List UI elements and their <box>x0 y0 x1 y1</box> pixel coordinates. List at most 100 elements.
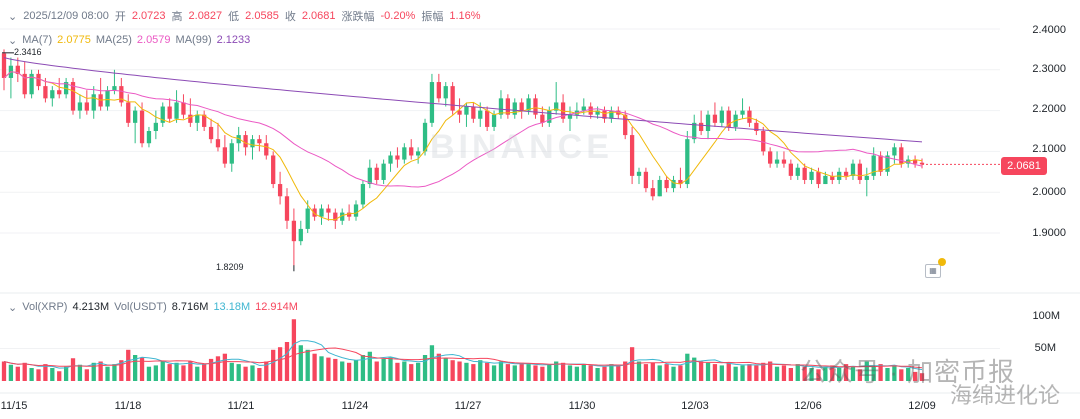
candle-body <box>133 110 138 123</box>
volume-bar <box>15 366 20 381</box>
vol-ma1-value: 13.18M <box>213 301 251 313</box>
ma99-line <box>3 57 923 143</box>
volume-bar <box>215 356 221 381</box>
current-price-tag: 2.0681 <box>1001 157 1047 175</box>
volume-bars <box>1 319 925 381</box>
candle-body <box>726 110 731 127</box>
candle-body <box>768 151 773 164</box>
candle-body <box>567 114 573 119</box>
candle-body <box>623 114 628 136</box>
ma-collapse-icon[interactable]: ⌄ <box>8 35 18 47</box>
volume-bar <box>36 369 41 381</box>
candle-body <box>809 171 814 180</box>
high-value: 2.0827 <box>188 10 223 22</box>
volume-bar <box>429 345 435 381</box>
volume-bar <box>346 362 352 381</box>
volume-bar <box>22 362 27 381</box>
candle-body <box>464 106 469 115</box>
x-tick: 11/30 <box>568 400 596 412</box>
ma7-label: MA(7) <box>22 34 53 46</box>
volume-bar <box>160 361 165 381</box>
candle-body <box>126 102 131 123</box>
volume-bar <box>236 364 241 381</box>
volume-bar <box>443 358 448 381</box>
high-marker-label: 2.3416 <box>14 47 42 57</box>
candle-body <box>36 73 41 87</box>
volume-bar <box>719 365 724 381</box>
volume-bar <box>153 365 158 381</box>
volume-bar <box>754 365 759 381</box>
volume-bar <box>491 365 497 381</box>
candle-body <box>705 114 711 131</box>
ma99-value: 2.1233 <box>216 34 251 46</box>
vol-collapse-icon[interactable]: ⌄ <box>8 302 18 314</box>
candle-body <box>29 73 34 95</box>
candle-body <box>864 175 869 180</box>
volume-bar <box>243 366 248 381</box>
candle-body <box>698 122 704 131</box>
candle-body <box>277 184 283 197</box>
volume-bar <box>208 358 214 381</box>
candle-body <box>340 212 345 221</box>
candle-body <box>222 147 228 164</box>
candle-body <box>892 147 897 156</box>
candle-body <box>422 122 428 152</box>
volume-bar <box>422 355 428 381</box>
volume-bar <box>712 364 718 381</box>
volume-bar <box>43 364 48 381</box>
grid-lines <box>0 28 1080 394</box>
candle-body <box>664 179 669 189</box>
volume-bar <box>747 364 752 381</box>
high-low-markers <box>2 52 295 272</box>
candle-body <box>291 220 297 242</box>
candle-body <box>153 122 158 131</box>
volume-bar <box>588 365 593 381</box>
volume-bar <box>471 364 476 381</box>
candle-body <box>478 110 483 119</box>
candle-body <box>671 179 676 189</box>
volume-bar <box>761 362 766 381</box>
x-tick: 11/15 <box>0 400 28 412</box>
candle-body <box>602 110 607 119</box>
candle-body <box>188 114 193 123</box>
candle-body <box>816 171 821 185</box>
candle-body <box>485 110 490 127</box>
volume-bar <box>657 365 662 381</box>
volume-bar <box>105 366 110 381</box>
ma-legend: ⌄ MA(7) 2.0775 MA(25) 2.0579 MA(99) 2.12… <box>8 34 250 47</box>
candle-body <box>491 114 497 127</box>
volume-bar <box>478 360 483 381</box>
candle-body <box>271 155 276 185</box>
close-value: 2.0681 <box>301 10 336 22</box>
candle-body <box>450 86 455 111</box>
vol-xrp-value: 4.213M <box>72 301 110 313</box>
volume-bar <box>57 371 62 381</box>
wechat-watermark: 公众号 · 加密币报 <box>800 357 1016 387</box>
volume-bar <box>457 361 462 381</box>
volume-bar <box>919 373 925 381</box>
volume-bar <box>312 353 317 381</box>
volume-bar <box>788 368 793 381</box>
candle-body <box>167 106 172 119</box>
candle-body <box>788 163 793 176</box>
candle-body <box>15 65 20 74</box>
candle-body <box>560 102 566 119</box>
collapse-chevron-icon[interactable]: ⌄ <box>8 10 18 23</box>
volume-bar <box>167 364 172 381</box>
candle-body <box>505 98 511 115</box>
volume-tick: 100M <box>1032 310 1060 322</box>
candle-body <box>526 98 531 111</box>
volume-bar <box>857 369 863 381</box>
indicator-badge-icon[interactable]: ▦ <box>925 264 941 278</box>
candle-body <box>823 175 828 185</box>
volume-bar <box>84 369 89 381</box>
volume-bar <box>602 366 607 381</box>
volume-bar <box>664 364 669 381</box>
amplitude-value: 1.16% <box>449 10 481 22</box>
candle-body <box>533 98 538 115</box>
volume-bar <box>381 358 386 381</box>
candle-body <box>257 139 262 144</box>
x-tick: 11/24 <box>341 400 369 412</box>
candle-body <box>740 110 745 115</box>
